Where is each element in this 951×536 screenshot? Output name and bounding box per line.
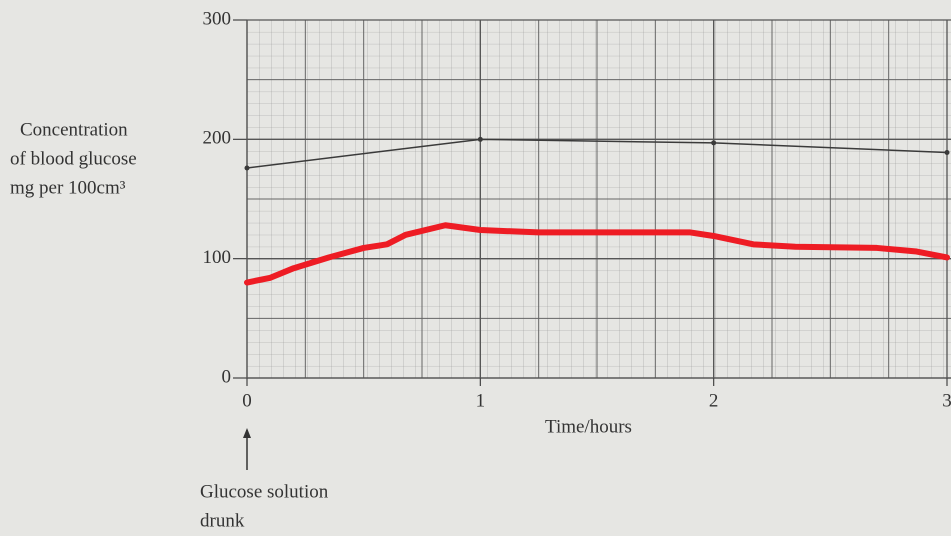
x-tick-label: 0	[242, 390, 252, 411]
point	[245, 165, 250, 170]
point	[711, 140, 716, 145]
page: Concentration of blood glucose mg per 10…	[0, 0, 951, 536]
x-tick-label: 3	[942, 390, 951, 411]
point	[945, 150, 950, 155]
y-axis-label: mg per 100cm³	[10, 177, 126, 198]
chart: Concentration of blood glucose mg per 10…	[0, 0, 951, 536]
y-tick-label: 300	[203, 8, 232, 29]
y-tick-label: 100	[203, 247, 232, 268]
y-tick-label: 200	[203, 128, 232, 149]
annotation: Glucose solution	[200, 481, 329, 502]
point	[478, 137, 483, 142]
annotation: drunk	[200, 510, 245, 531]
y-axis-label: of blood glucose	[10, 148, 137, 169]
x-axis-label: Time/hours	[545, 416, 632, 437]
x-tick-label: 1	[476, 390, 486, 411]
x-tick-label: 2	[709, 390, 719, 411]
y-tick-label: 0	[222, 366, 232, 387]
y-axis-label: Concentration	[20, 119, 128, 140]
